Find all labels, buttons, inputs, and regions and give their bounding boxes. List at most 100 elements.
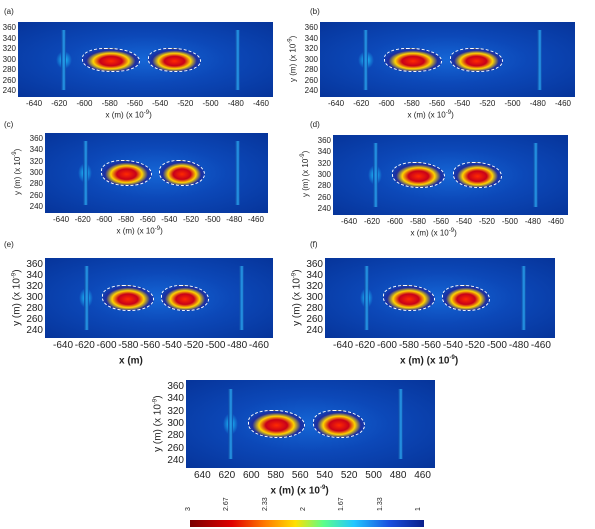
x-tick-label: 600 [242, 470, 260, 481]
left-wall [82, 141, 88, 205]
y-tick-label: 300 [26, 292, 43, 303]
x-axis-exp: -9 [319, 485, 326, 491]
x-tick-label: -500 [504, 99, 521, 108]
y-ticks: 360 340 320 300 280 260 240 [166, 382, 184, 466]
y-tick-label: 320 [317, 158, 331, 168]
right-wall [520, 266, 526, 330]
colorbar-tick: 3 [185, 507, 192, 511]
y-tick-label: 260 [2, 75, 16, 85]
x-tick-label: -560 [428, 99, 445, 108]
field-map [186, 380, 435, 468]
x-ticks: 640 620 600 580 560 540 520 500 480 460 [194, 471, 431, 481]
x-ticks: -640 -620 -600 -580 -560 -540 -520 -500 -480 -460 [53, 341, 269, 351]
x-tick-label: -480 [227, 99, 244, 108]
x-tick-label: -480 [226, 215, 243, 224]
x-tick-label: -520 [478, 217, 495, 226]
hotspot-right [312, 409, 365, 439]
y-tick-label: 340 [26, 270, 43, 281]
x-axis-text: x (m) (x 10 [410, 228, 449, 238]
x-tick-label: -460 [530, 340, 551, 351]
x-tick-label: -620 [74, 215, 91, 224]
y-tick-label: 280 [2, 65, 16, 74]
y-tick-label: 280 [306, 303, 323, 314]
x-tick-label: -500 [205, 340, 226, 351]
y-tick-label: 340 [306, 270, 323, 281]
x-tick-label: -540 [161, 340, 182, 351]
x-axis-text: x (m) [119, 355, 143, 367]
panel-label: (a) [4, 7, 14, 16]
x-axis-title: x (m) (x 10-9) [400, 355, 458, 366]
right-wall [536, 29, 542, 90]
y-tick-label: 360 [2, 23, 16, 32]
x-tick-label: -640 [328, 99, 345, 108]
x-tick-label: 640 [194, 470, 211, 481]
x-tick-label: -520 [183, 340, 204, 351]
hotspot-right [442, 285, 491, 312]
x-axis-exp: -9 [445, 110, 452, 116]
y-axis-title: y (m) (x 10-9) [287, 35, 297, 82]
x-tick-label: 560 [291, 470, 309, 481]
y-tick-label: 360 [306, 259, 323, 270]
right-wall [234, 29, 240, 90]
x-tick-label: -460 [547, 217, 564, 226]
y-tick-label: 340 [29, 145, 43, 155]
x-tick-label: -460 [247, 215, 264, 224]
x-tick-label: -540 [455, 217, 472, 226]
y-tick-label: 300 [306, 292, 323, 303]
x-axis-close: ) [160, 226, 163, 236]
x-tick-label: -580 [118, 340, 139, 351]
y-tick-label: 300 [29, 167, 43, 177]
x-tick-label: -640 [53, 215, 70, 224]
y-tick-label: 240 [167, 454, 184, 466]
y-tick-label: 240 [306, 325, 323, 336]
hotspot-right [148, 47, 202, 72]
y-tick-label: 240 [304, 86, 318, 95]
left-wall [364, 266, 370, 330]
y-tick-label: 360 [167, 381, 184, 392]
x-tick-label: 620 [218, 470, 236, 481]
colorbar-tick: 2 [300, 507, 307, 511]
left-wall [363, 29, 369, 90]
y-tick-label: 320 [167, 405, 184, 417]
y-tick-label: 320 [26, 281, 43, 292]
y-axis-title: y (m) (x 10-9) [291, 269, 303, 326]
x-tick-label: -580 [403, 99, 420, 108]
x-ticks: -640 -620 -600 -580 -560 -540 -520 -500 -480 -460 [328, 100, 571, 108]
y-tick-label: 340 [167, 393, 184, 405]
y-tick-label: 260 [167, 442, 184, 454]
x-tick-label: -600 [96, 340, 117, 351]
y-tick-label: 300 [2, 54, 16, 64]
x-tick-label: -620 [74, 340, 95, 351]
x-tick-label: -500 [486, 340, 507, 351]
field-map [333, 135, 568, 215]
y-tick-label: 280 [167, 430, 184, 442]
x-tick-label: -620 [51, 99, 68, 108]
x-tick-label: -560 [432, 217, 449, 226]
x-axis-exp: -9 [143, 110, 150, 116]
x-tick-label: -460 [248, 340, 269, 351]
x-axis-title: x (m) [119, 355, 143, 366]
x-tick-label: 500 [365, 470, 382, 481]
x-axis-exp: -9 [449, 355, 455, 361]
y-tick-label: 300 [304, 54, 318, 64]
y-tick-label: 360 [29, 134, 43, 143]
right-wall [238, 266, 244, 330]
x-tick-label: -580 [117, 215, 134, 224]
x-tick-label: 580 [267, 470, 285, 481]
y-tick-label: 240 [317, 203, 331, 213]
y-tick-label: 340 [317, 147, 331, 157]
x-axis-title: x (m) (x 10-9) [408, 110, 454, 120]
hotspot-right [450, 47, 504, 72]
x-tick-label: -600 [96, 215, 113, 224]
y-tick-label: 280 [317, 181, 331, 191]
x-tick-label: -520 [464, 340, 485, 351]
field-map [325, 258, 555, 338]
x-tick-label: -500 [501, 217, 518, 226]
panel-label: (f) [310, 240, 318, 249]
x-axis-exp: -9 [154, 226, 161, 232]
x-tick-label: 540 [316, 470, 334, 481]
field-map [45, 133, 268, 213]
hotspot-left [383, 47, 442, 72]
y-ticks: 360 340 320 300 280 260 240 [305, 260, 323, 336]
hotspot-right [161, 285, 209, 312]
